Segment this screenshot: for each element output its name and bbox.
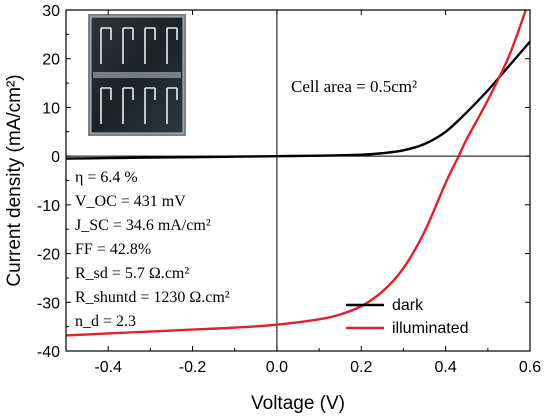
y-tick-label: -10	[37, 198, 60, 215]
y-tick-label: 30	[42, 3, 60, 20]
y-axis-title: Current density (mA/cm²)	[4, 74, 25, 286]
x-tick-label: 0.0	[266, 359, 288, 376]
cell-area-annotation: Cell area = 0.5cm²	[291, 77, 417, 96]
x-tick-label: 0.4	[435, 359, 457, 376]
x-tick-label: 0.6	[519, 359, 541, 376]
y-tick-label: -40	[37, 344, 60, 361]
legend-label-illuminated: illuminated	[392, 320, 468, 337]
param-efficiency: η = 6.4 %	[75, 169, 138, 186]
series-line-dark	[66, 40, 530, 160]
param-rsd: R_sd = 5.7 Ω.cm²	[75, 265, 189, 282]
param-nd: n_d = 2.3	[75, 313, 136, 330]
solar-cell-photo	[88, 14, 186, 136]
param-rshunt: R_shuntd = 1230 Ω.cm²	[75, 289, 230, 306]
param-ff: FF = 42.8%	[75, 241, 151, 258]
legend-label-dark: dark	[392, 297, 424, 314]
series-line-illuminated	[66, 10, 527, 337]
y-tick-label: -20	[37, 247, 60, 264]
legend: dark illuminated	[346, 297, 468, 337]
param-jsc: J_SC = 34.6 mA/cm²	[75, 217, 211, 234]
param-voc: V_OC = 431 mV	[75, 193, 186, 210]
x-tick-label: -0.2	[179, 359, 207, 376]
parameter-list: η = 6.4 % V_OC = 431 mV J_SC = 34.6 mA/c…	[75, 169, 230, 330]
x-axis-title: Voltage (V)	[251, 393, 345, 414]
y-tick-label: -30	[37, 295, 60, 312]
y-tick-label: 0	[51, 149, 60, 166]
y-tick-label: 10	[42, 100, 60, 117]
x-tick-label: 0.2	[350, 359, 372, 376]
y-tick-label: 20	[42, 52, 60, 69]
x-tick-label: -0.4	[94, 359, 122, 376]
